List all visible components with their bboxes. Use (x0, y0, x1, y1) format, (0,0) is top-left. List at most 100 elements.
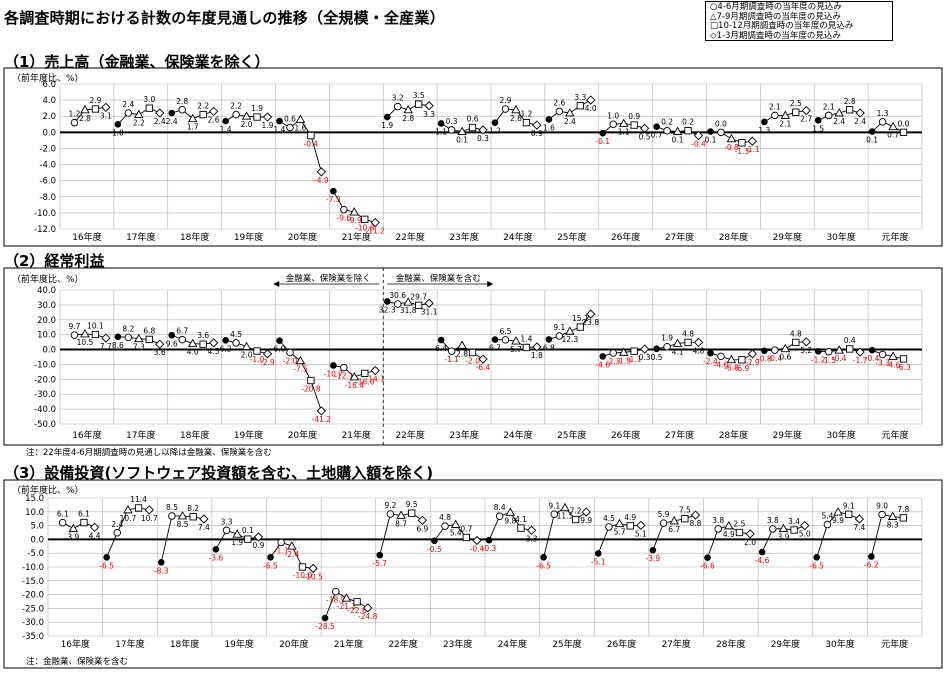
q3-marker (792, 338, 800, 347)
y-tick-label: -8.0 (39, 193, 56, 203)
x-tick-label: 22年度 (388, 638, 417, 650)
q1-marker (769, 525, 777, 533)
q1-marker (393, 300, 402, 308)
y-tick-label: 10.0 (25, 508, 44, 518)
data-label: -0.3 (482, 544, 497, 553)
prior-actual-marker (761, 347, 768, 355)
data-label: -0.4 (768, 354, 783, 363)
data-label: 2.8 (176, 97, 188, 106)
q3-marker (738, 356, 746, 364)
prior-actual-marker (330, 187, 337, 195)
q4-marker (801, 337, 811, 347)
q3-marker (361, 215, 369, 223)
prior-actual-marker (168, 109, 176, 117)
y-tick-label: 5.0 (30, 522, 44, 532)
data-label: -10.0 (293, 571, 313, 580)
data-label: -0.5 (427, 545, 442, 554)
q4-marker (208, 338, 219, 348)
data-label: 8.5 (177, 520, 189, 529)
data-label: 2.8 (79, 114, 91, 123)
data-label: 8.2 (122, 324, 134, 333)
data-label: 3.9 (777, 533, 789, 542)
data-label: 0.6 (467, 115, 479, 124)
q2-marker (187, 113, 198, 123)
data-label: 1.9 (381, 121, 393, 130)
q3-marker (408, 509, 416, 517)
x-tick-label: 27年度 (665, 429, 694, 441)
q4-marker (155, 339, 165, 349)
prior-actual-marker (649, 546, 657, 554)
q2-marker (177, 511, 188, 520)
q3-marker (571, 515, 580, 524)
data-label: 2.6 (208, 115, 220, 124)
y-tick-label: -30.0 (34, 390, 56, 400)
data-label: 0.3 (639, 353, 651, 362)
x-tick-label: 28年度 (719, 231, 748, 243)
data-label: 9.5 (406, 500, 418, 509)
data-label: 4.8 (439, 513, 451, 522)
data-label: 6.7 (176, 327, 188, 336)
data-label: 3.6 (197, 331, 209, 340)
data-label: 1.1 (435, 127, 447, 136)
data-label: 3.3 (221, 517, 233, 526)
data-label: -24.8 (358, 612, 378, 621)
q1-marker (447, 126, 456, 134)
prior-actual-marker (437, 120, 445, 127)
data-label: 2.7 (800, 115, 812, 124)
q1-marker (605, 523, 613, 531)
q4-marker (101, 333, 111, 343)
panel2-unit: （前年度比、%） (12, 275, 84, 285)
data-label: 1.9 (661, 334, 673, 343)
data-label: -21.3 (337, 602, 357, 611)
legend-item-q4: ◇1-3月期調査時の当年度の見込み (710, 30, 841, 41)
prior-actual-marker (813, 554, 821, 561)
q4-marker (800, 520, 810, 531)
data-label: 4.0 (585, 104, 597, 113)
data-label: 11.4 (130, 495, 147, 504)
data-label: 2.4 (154, 117, 166, 126)
q4-marker (855, 347, 865, 357)
data-label: -1.1 (745, 145, 760, 154)
data-label: -0.4 (470, 545, 485, 554)
prior-actual-marker (599, 129, 607, 137)
q3-marker (307, 376, 315, 385)
data-label: 0.7 (460, 524, 472, 533)
data-label: -4.6 (595, 360, 610, 369)
q1-marker (659, 519, 668, 527)
data-label: 2.1 (823, 102, 835, 111)
x-tick-label: 29年度 (773, 231, 802, 243)
prior-actual-marker (704, 554, 711, 561)
q4-marker (801, 105, 811, 116)
q4-marker (101, 102, 111, 112)
data-label: 4.0 (187, 348, 199, 357)
data-label: -6.3 (896, 363, 911, 372)
y-tick-label: 0.0 (42, 128, 56, 138)
data-label: 2.0 (241, 351, 253, 360)
arrow-right-head (487, 281, 494, 287)
data-label: 7.4 (198, 523, 210, 532)
data-label: 2.4 (833, 117, 845, 126)
prior-actual-marker (431, 537, 438, 545)
q4-marker (690, 510, 701, 520)
q4-marker (532, 342, 542, 352)
prior-actual-marker (267, 554, 274, 561)
q3-marker (517, 524, 525, 532)
data-label: 4.8 (790, 329, 802, 338)
prior-actual-marker (758, 548, 766, 556)
q3-marker (790, 526, 798, 534)
prior-actual-marker (707, 128, 714, 135)
data-label: -1.2 (811, 355, 826, 364)
prior-actual-marker (594, 550, 602, 557)
arrow-left-label: 金融業、保険業を除く (286, 273, 371, 284)
data-label: 5.4 (821, 511, 833, 520)
data-label: 9.0 (876, 502, 888, 511)
prior-actual-marker (321, 614, 329, 622)
prior-actual-marker (437, 336, 445, 344)
data-label: 2.8 (402, 114, 414, 123)
data-label: 6.9 (416, 524, 428, 533)
x-tick-label: 18年度 (180, 231, 209, 243)
q1-marker (168, 512, 176, 520)
data-label: 0.3 (477, 134, 489, 143)
